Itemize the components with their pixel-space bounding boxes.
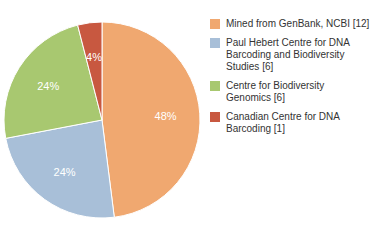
- svg-text:24%: 24%: [37, 80, 59, 92]
- svg-text:4%: 4%: [86, 51, 102, 63]
- html-text:Paul Hebert Centre for DNA Bar: Paul Hebert Centre for DNA Barcoding and…: [226, 37, 350, 72]
- svg-text:48%: 48%: [155, 110, 177, 122]
- html-text:Canadian Centre for DNA Barcod: Canadian Centre for DNA Barcoding [1]: [226, 111, 340, 134]
- html-text:Centre for Biodiversity Genomi: Centre for Biodiversity Genomics [6]: [226, 80, 325, 103]
- svg-text:24%: 24%: [54, 166, 76, 178]
- html-text:Mined from GenBank, NCBI [12]: Mined from GenBank, NCBI [12]: [226, 18, 370, 29]
